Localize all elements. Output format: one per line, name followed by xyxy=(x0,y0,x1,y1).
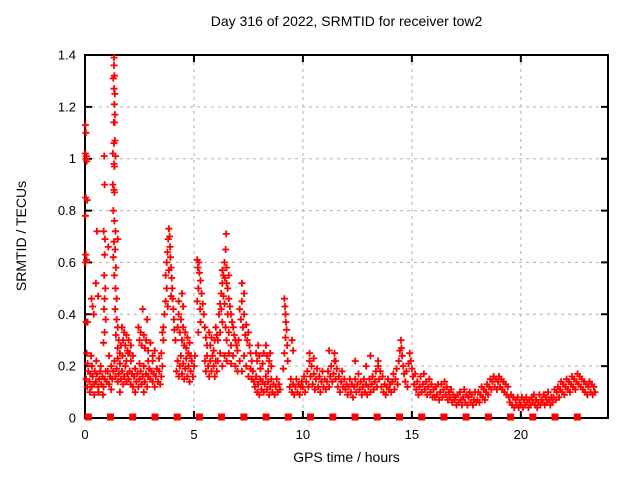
zero-marker xyxy=(396,413,403,421)
zero-marker xyxy=(262,413,270,421)
zero-marker xyxy=(529,413,537,421)
grid-lines xyxy=(85,55,608,418)
zero-marker xyxy=(151,413,159,421)
zero-marker xyxy=(418,413,426,421)
zero-marker xyxy=(107,413,114,421)
zero-marker xyxy=(507,413,515,421)
y-tick-label: 1.2 xyxy=(58,99,76,114)
zero-marker xyxy=(573,413,581,421)
y-tick-label: 0.2 xyxy=(58,359,76,374)
scatter-points xyxy=(81,54,599,412)
zero-marker xyxy=(195,413,203,421)
zero-marker xyxy=(129,413,137,421)
zero-marker xyxy=(351,413,359,421)
x-tick-label: 0 xyxy=(81,427,88,442)
x-tick-label: 5 xyxy=(190,427,197,442)
y-tick-label: 0.6 xyxy=(58,255,76,270)
zero-marker xyxy=(307,413,314,421)
x-tick-label: 20 xyxy=(514,427,528,442)
zero-marker xyxy=(284,413,292,421)
zero-marker xyxy=(240,413,248,421)
zero-marker xyxy=(84,413,92,421)
y-tick-label: 1.4 xyxy=(58,48,76,63)
zero-marker xyxy=(462,413,470,421)
x-tick-label: 15 xyxy=(405,427,419,442)
zero-marker xyxy=(329,413,337,421)
zero-value-markers xyxy=(84,413,581,421)
x-tick-label: 10 xyxy=(296,427,310,442)
zero-marker xyxy=(484,413,492,421)
y-tick-label: 0.8 xyxy=(58,203,76,218)
y-tick-label: 0 xyxy=(69,411,76,426)
zero-marker xyxy=(173,413,181,421)
y-tick-label: 0.4 xyxy=(58,307,76,322)
y-tick-label: 1 xyxy=(69,151,76,166)
x-axis-label: GPS time / hours xyxy=(293,449,400,465)
plot-border xyxy=(84,54,609,419)
zero-marker xyxy=(440,413,448,421)
chart-title: Day 316 of 2022, SRMTID for receiver tow… xyxy=(210,13,483,29)
zero-marker xyxy=(373,413,381,421)
axis-ticks xyxy=(84,54,608,419)
zero-marker xyxy=(551,413,559,421)
zero-marker xyxy=(218,413,226,421)
